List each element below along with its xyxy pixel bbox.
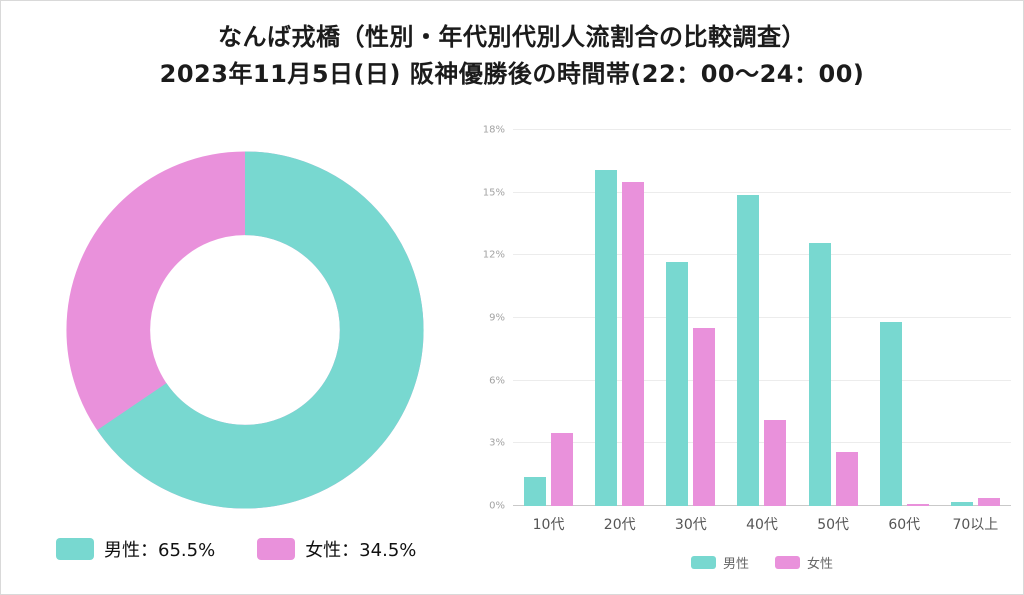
page-title-line2: 2023年11月5日(日) 阪神優勝後の時間帯(22：00〜24：00) [159,60,865,89]
donut-chart-section: 男性：65.5% 女性：34.5% [1,116,471,594]
gridline [513,379,1011,381]
bar-legend-swatch-female [775,556,800,569]
y-tick-label: 12% [482,249,505,261]
legend-label-male: 男性：65.5% [104,540,216,561]
bar-女性-20代 [622,182,645,506]
bar-男性-70以上 [950,501,973,506]
bar-group-40代: 40代 [737,130,787,533]
bar-女性-10代 [551,432,574,506]
bar-legend-item-female: 女性 [775,553,833,572]
x-tick-label: 30代 [674,517,707,533]
bar-plot: 0% 3% 6% 9% 12% 15% 18% 10代 20代 30代 40代 50代 60代 70以上 [483,125,1011,533]
bar-group-20代: 20代 [595,130,645,533]
bar-group-30代: 30代 [666,130,716,533]
bar-legend-swatch-male [690,556,716,569]
bar-男性-20代 [595,169,618,506]
gridline [513,129,1011,130]
gridline [513,191,1011,193]
x-tick-label: 40代 [746,517,778,533]
title-block: なんば戎橋（性別・年代別代別人流割合の比較調査） 2023年11月5日(日) 阪… [1,1,1023,93]
legend-swatch-female [257,538,296,560]
x-tick-label: 60代 [888,517,921,533]
y-tick-label: 0% [489,500,505,512]
x-tick-label: 20代 [603,517,636,533]
donut-legend: 男性：65.5% 女性：34.5% [56,536,416,562]
x-tick-label: 50代 [817,517,850,533]
content: 男性：65.5% 女性：34.5% 0% 3% 6% 9% 12% 15% 18% 10代 20… [1,116,1023,594]
bar-legend: 男性 女性 [513,553,1011,572]
legend-label-female: 女性：34.5% [305,540,417,561]
gridline [513,317,1011,318]
legend-item-male: 男性：65.5% [56,536,215,562]
bar-男性-50代 [808,242,831,506]
y-tick-label: 18% [482,124,505,136]
bar-女性-40代 [764,420,787,506]
bar-女性-30代 [693,328,716,506]
bar-legend-label-male: 男性 [722,557,749,572]
page-title-line1: なんば戎橋（性別・年代別代別人流割合の比較調査） [218,23,806,51]
bar-男性-30代 [666,261,689,506]
gridline [513,505,1011,506]
legend-item-female: 女性：34.5% [257,536,416,562]
bar-男性-10代 [524,476,547,506]
donut-segment-male [66,151,424,509]
bar-女性-70以上 [977,497,1000,506]
y-tick-label: 3% [489,437,505,449]
bar-group-50代: 50代 [808,130,858,533]
legend-swatch-male [56,538,94,560]
x-tick-label: 10代 [532,517,565,533]
y-tick-label: 6% [489,375,505,387]
bar-男性-40代 [737,194,760,506]
bar-chart-section: 0% 3% 6% 9% 12% 15% 18% 10代 20代 30代 40代 50代 60代 70以上 … [471,116,1023,594]
x-tick-label: 70以上 [952,517,999,533]
gridline [513,254,1011,256]
bar-女性-50代 [835,451,858,506]
bar-group-70以上: 70以上 [950,130,1000,533]
bar-男性-60代 [879,322,902,506]
gridline [513,442,1011,444]
bar-女性-60代 [906,503,929,506]
y-tick-label: 9% [489,312,505,324]
bar-legend-label-female: 女性 [807,557,834,572]
bar-group-60代: 60代 [879,130,929,533]
y-tick-label: 15% [482,187,505,199]
bar-group-10代: 10代 [524,130,574,533]
bars-row: 10代 20代 30代 40代 50代 60代 70以上 [513,130,1011,533]
donut-chart [66,151,424,509]
bar-legend-item-male: 男性 [690,553,749,572]
